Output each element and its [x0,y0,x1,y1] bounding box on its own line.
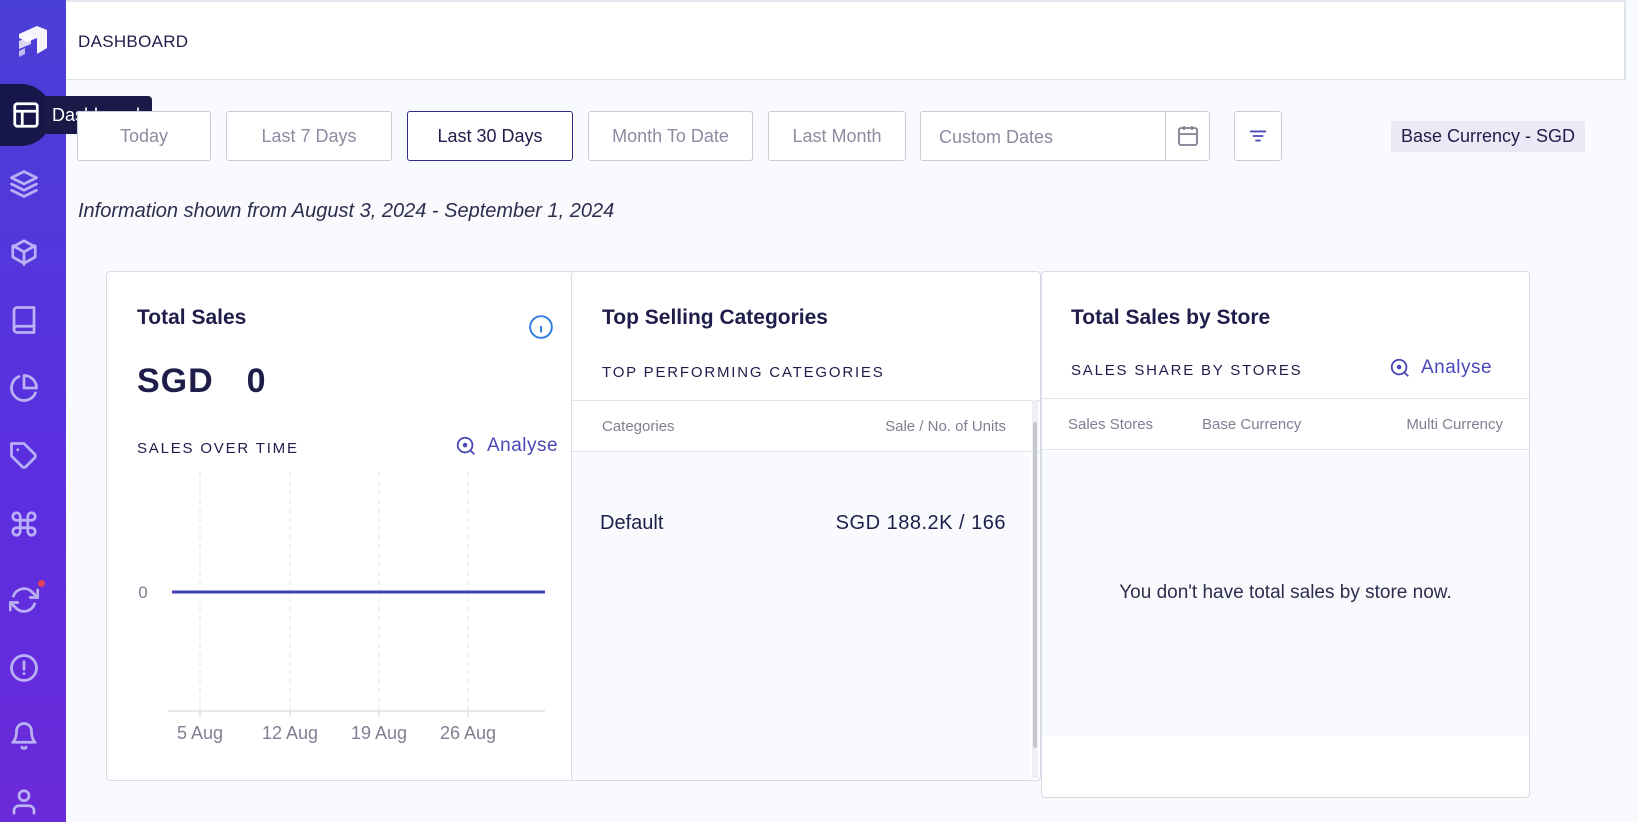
sidebar-item-dashboard[interactable] [0,84,52,146]
sidebar-item-sync[interactable] [0,576,48,624]
app-logo[interactable] [0,16,66,66]
total-sales-value: SGD 0 [137,362,267,400]
top-bar: DASHBOARD [66,0,1626,80]
sidebar-item-profile[interactable] [0,778,48,822]
sidebar-item-layers[interactable] [0,160,48,208]
column-sales-stores: Sales Stores [1068,416,1154,433]
sales-over-time-label: SALES OVER TIME [137,440,299,457]
store-sales-empty-message: You don't have total sales by store now. [1119,582,1452,603]
analyse-sales-button[interactable]: Analyse [455,435,558,457]
categories-table-header: Categories Sale / No. of Units [572,400,1040,452]
sidebar-item-promotions[interactable] [0,432,48,480]
notification-dot [38,580,45,587]
command-icon [11,511,37,537]
calendar-icon [1177,126,1198,146]
analyse-label: Analyse [487,435,559,456]
bell-icon [11,722,37,750]
alert-circle-icon [10,654,38,682]
column-sale-units: Sale / No. of Units [885,418,1006,435]
sales-over-time-chart: 5 Aug 12 Aug 19 Aug 26 Aug 0 [138,472,545,743]
pie-chart-icon [10,374,38,402]
user-icon [12,789,36,815]
page-title: DASHBOARD [78,32,189,51]
book-icon [12,306,36,334]
sidebar-item-alerts[interactable] [0,644,48,692]
top-performing-label: TOP PERFORMING CATEGORIES [602,364,885,381]
categories-table-body [572,453,1030,778]
total-sales-card: Total Sales SGD 0 SALES OVER TIME Analys… [106,271,576,781]
chart-x-tick-label: 19 Aug [351,723,407,743]
sidebar-item-reports[interactable] [0,364,48,412]
total-sales-title: Total Sales [137,306,247,329]
stores-table-body [1042,451,1529,736]
sidebar-item-integrations[interactable] [0,500,48,548]
base-currency-badge: Base Currency - SGD [1391,121,1586,152]
chart-x-tick-label: 12 Aug [262,723,318,743]
category-sale-value: SGD 188.2K / 166 [835,512,1006,534]
custom-dates-placeholder: Custom Dates [939,127,1054,147]
calendar-button[interactable] [1165,112,1209,160]
dashboard-icon [13,102,39,128]
tag-icon [10,442,37,469]
filter-today-button[interactable]: Today [77,111,211,161]
logo-icon [19,26,47,57]
analyse-label: Analyse [1421,357,1493,378]
top-categories-title: Top Selling Categories [602,306,828,329]
custom-dates-input[interactable]: Custom Dates [920,111,1210,161]
sidebar: Dashboard [0,0,153,822]
filter-button[interactable] [1234,111,1282,161]
refresh-icon [9,587,39,613]
chart-x-tick-label: 5 Aug [177,723,223,743]
stores-table-header: Sales Stores Base Currency Multi Currenc… [1042,398,1529,450]
analyse-stores-button[interactable]: Analyse [1389,357,1492,379]
categories-scrollbar-thumb[interactable] [1033,422,1037,748]
chart-y-tick-label: 0 [138,583,147,602]
filter-last-30-days-button[interactable]: Last 30 Days [407,111,573,161]
sidebar-item-products[interactable] [0,228,48,276]
column-multi-currency: Multi Currency [1406,416,1503,433]
filter-month-to-date-button[interactable]: Month To Date [588,111,753,161]
analyse-icon [1390,358,1409,377]
column-categories: Categories [602,418,675,435]
analyse-icon [456,436,475,455]
sales-share-label: SALES SHARE BY STORES [1071,362,1303,379]
box-icon [11,239,37,266]
store-sales-title: Total Sales by Store [1071,306,1271,329]
date-range-info: Information shown from August 3, 2024 - … [78,200,615,222]
filter-last-7-days-button[interactable]: Last 7 Days [226,111,392,161]
sidebar-item-catalog[interactable] [0,296,48,344]
column-base-currency: Base Currency [1202,416,1302,433]
top-categories-card: Top Selling Categories TOP PERFORMING CA… [571,271,1041,781]
layers-icon [10,170,38,198]
sidebar-item-notifications[interactable] [0,712,48,760]
filter-last-month-button[interactable]: Last Month [768,111,906,161]
filter-icon [1249,130,1267,142]
category-name: Default [600,512,664,534]
info-icon[interactable] [528,314,554,340]
chart-x-tick-label: 26 Aug [440,723,496,743]
store-sales-card: Total Sales by Store SALES SHARE BY STOR… [1041,271,1530,798]
